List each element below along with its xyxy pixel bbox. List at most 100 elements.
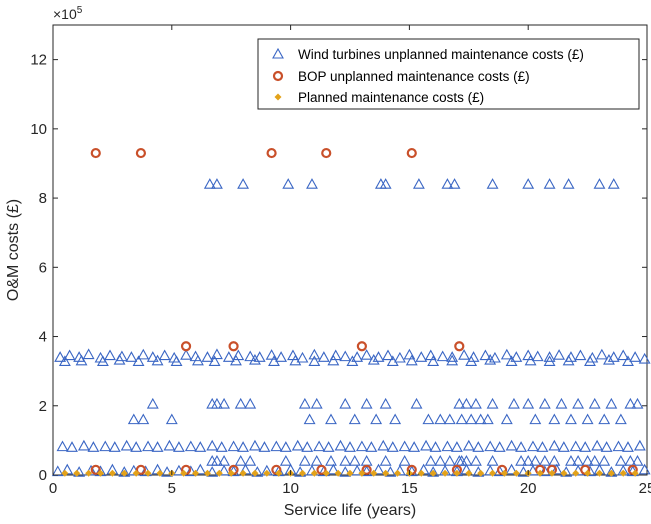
data-point <box>572 469 580 477</box>
data-point <box>211 348 223 360</box>
data-point <box>529 455 542 466</box>
data-point <box>87 441 100 452</box>
data-point <box>629 351 642 362</box>
data-point <box>358 469 366 477</box>
data-point <box>227 469 235 477</box>
data-point <box>146 397 159 409</box>
data-point <box>346 355 359 367</box>
data-point <box>493 441 506 452</box>
data-point <box>137 413 150 425</box>
data-point <box>565 455 577 466</box>
data-point <box>424 455 437 466</box>
data-point <box>386 355 399 367</box>
data-point <box>434 413 447 425</box>
data-point <box>77 439 90 451</box>
data-point <box>75 354 88 366</box>
data-point <box>548 469 556 477</box>
data-point <box>211 178 223 189</box>
data-point <box>631 455 644 466</box>
legend-entry-bop: BOP unplanned maintenance costs (£) <box>298 69 530 84</box>
data-point <box>384 466 397 477</box>
data-point <box>522 397 535 409</box>
data-point <box>201 351 214 362</box>
data-point <box>479 349 492 361</box>
data-point <box>555 397 568 409</box>
data-point <box>253 351 266 362</box>
data-point <box>474 413 487 425</box>
data-point <box>317 351 330 362</box>
data-point <box>588 397 601 409</box>
data-point <box>446 354 459 366</box>
data-point <box>477 469 485 477</box>
data-point <box>355 440 368 452</box>
data-point <box>327 354 340 366</box>
data-point <box>99 440 112 452</box>
data-point <box>607 469 615 477</box>
data-point <box>538 455 551 466</box>
data-point <box>465 413 478 425</box>
data-point <box>125 351 138 362</box>
data-point <box>180 341 192 352</box>
data-point <box>505 463 518 475</box>
data-point <box>156 469 164 477</box>
data-point <box>279 455 292 466</box>
data-point <box>465 355 478 367</box>
data-point <box>308 355 321 367</box>
data-point <box>631 397 644 409</box>
data-point <box>316 464 327 475</box>
data-point <box>348 413 361 425</box>
data-point <box>508 397 520 409</box>
data-point <box>63 349 76 361</box>
data-point <box>215 469 223 477</box>
data-point <box>427 355 440 367</box>
data-point <box>367 353 380 365</box>
data-point <box>263 469 271 477</box>
y-scale-multiplier: ×105 <box>53 5 83 22</box>
data-point <box>165 413 178 425</box>
data-point <box>631 469 639 477</box>
data-point <box>228 341 239 352</box>
data-point <box>379 455 392 466</box>
data-point <box>158 349 171 361</box>
data-point <box>429 441 442 452</box>
data-point <box>484 353 497 365</box>
data-point <box>572 397 585 409</box>
data-point <box>170 355 183 367</box>
data-point <box>321 147 332 159</box>
data-point <box>51 465 64 477</box>
data-point <box>574 349 587 361</box>
data-point <box>469 397 482 409</box>
data-point <box>591 439 604 451</box>
data-point <box>346 469 354 477</box>
data-point <box>360 465 373 477</box>
data-point <box>266 147 277 159</box>
data-point <box>244 350 257 362</box>
data-point <box>339 397 352 409</box>
data-point <box>595 348 608 360</box>
data-point <box>486 397 499 409</box>
data-point <box>135 464 147 475</box>
data-point <box>73 469 81 477</box>
data-point <box>130 441 143 452</box>
legend-marker <box>272 47 284 59</box>
data-point <box>308 348 321 360</box>
data-point <box>244 455 257 466</box>
data-point <box>208 355 221 367</box>
data-point <box>184 465 197 477</box>
data-point <box>163 439 176 451</box>
data-point <box>339 350 352 362</box>
data-point <box>234 397 247 409</box>
legend-entry-planned: Planned maintenance costs (£) <box>298 90 484 105</box>
data-point <box>298 455 311 466</box>
legend-entry-wind-turbines: Wind turbines unplanned maintenance cost… <box>298 47 584 62</box>
data-point <box>135 147 147 159</box>
x-axis-label: Service life (years) <box>284 502 416 519</box>
data-point <box>351 464 364 476</box>
data-point <box>486 455 499 466</box>
data-point <box>230 354 242 366</box>
data-point <box>301 441 314 452</box>
data-point <box>500 469 508 477</box>
data-point <box>550 463 563 475</box>
data-point <box>97 469 105 477</box>
